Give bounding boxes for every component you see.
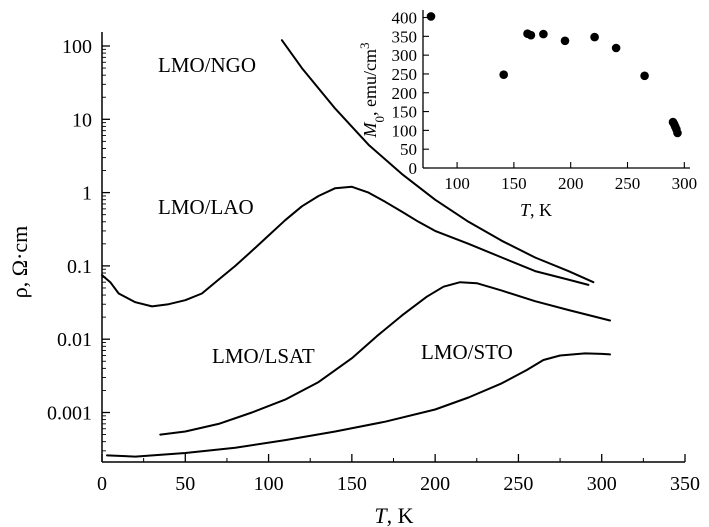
inset-data-point: [611, 43, 621, 53]
inset-x-tick-label-200: 200: [558, 174, 584, 193]
series-line-lmo-lsat: [159, 281, 611, 436]
x-tick-label-0: 0: [97, 473, 107, 495]
x-tick-label-50: 50: [175, 473, 195, 495]
x-axis-label: T, K: [374, 503, 413, 527]
series-line-lmo-lao: [101, 185, 590, 308]
series-label-lmo-lao: LMO/LAO: [158, 195, 254, 219]
inset-points: [426, 12, 682, 138]
inset-chart: 100 150 200 250 300050100150200250300350400 …: [357, 9, 698, 220]
inset-y-tick-label-150: 150: [392, 103, 418, 122]
inset-x-tick-label-250: 250: [615, 174, 641, 193]
inset-data-point: [526, 30, 536, 40]
series-label-lmo-lsat: LMO/LSAT: [212, 344, 315, 368]
inset-data-point: [673, 128, 682, 138]
series-label-lmo-ngo: LMO/NGO: [158, 53, 256, 77]
y-tick-label-100: 100: [62, 36, 92, 58]
x-tick-label-300: 300: [587, 473, 617, 495]
inset-data-point: [539, 29, 548, 39]
inset-axes: [422, 10, 690, 169]
inset-y-tick-label-50: 50: [400, 140, 417, 159]
inset-x-tick-label-150: 150: [501, 174, 527, 193]
y-tick-label-0-1: 0.1: [67, 256, 92, 278]
y-tick-label-1: 1: [82, 183, 92, 205]
y-tick-label-0-001: 0.001: [47, 403, 92, 425]
series-line-lmo-ngo: [280, 39, 595, 284]
y-tick-label-10: 10: [72, 109, 92, 131]
inset-y-tick-label-250: 250: [392, 65, 418, 84]
inset-y-tick-label-400: 400: [392, 9, 418, 28]
y-tick-label-0-01: 0.01: [57, 329, 92, 351]
x-tick-label-200: 200: [420, 473, 450, 495]
inset-data-point: [499, 70, 509, 79]
inset-x-tick-label-300: 300: [672, 174, 698, 193]
main-curves: [101, 39, 611, 458]
inset-data-point: [426, 12, 436, 21]
inset-data-point: [560, 36, 570, 46]
y-axis-label: ρ, Ω·cm: [7, 226, 32, 299]
x-tick-label-150: 150: [337, 473, 367, 495]
inset-y-tick-label-300: 300: [392, 46, 418, 65]
inset-data-point: [640, 71, 649, 81]
x-tick-label-250: 250: [503, 473, 533, 495]
x-tick-label-100: 100: [254, 473, 284, 495]
inset-y-axis-label: M0, emu/cm3: [357, 43, 387, 139]
x-tick-label-350: 350: [670, 473, 700, 495]
inset-x-tick-label-100: 100: [444, 174, 470, 193]
inset-y-tick-label-200: 200: [392, 84, 418, 103]
inset-x-axis-label: T, K: [520, 200, 552, 220]
inset-y-tick-label-0: 0: [409, 159, 418, 178]
series-line-lmo-sto: [106, 352, 611, 458]
inset-y-tick-label-100: 100: [392, 121, 418, 140]
main-chart: 0 50 100 150 200 250 300 3501001010.10.010.001 …: [7, 32, 700, 527]
inset-data-point: [590, 32, 599, 42]
inset-y-tick-label-350: 350: [392, 27, 418, 46]
series-label-lmo-sto: LMO/STO: [421, 340, 513, 364]
